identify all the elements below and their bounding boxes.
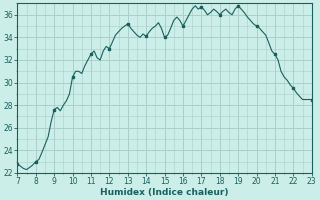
X-axis label: Humidex (Indice chaleur): Humidex (Indice chaleur) [100, 188, 229, 197]
